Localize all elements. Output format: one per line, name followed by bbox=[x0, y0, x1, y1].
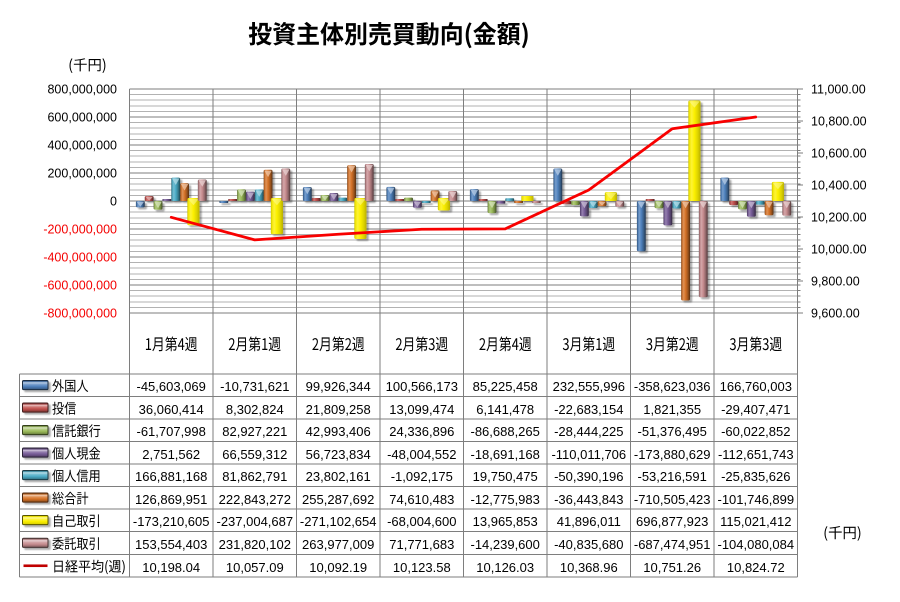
svg-text:10,600.00: 10,600.00 bbox=[811, 146, 867, 160]
svg-text:-51,376,495: -51,376,495 bbox=[637, 424, 706, 439]
svg-text:222,843,272: 222,843,272 bbox=[219, 492, 291, 507]
svg-text:6,141,478: 6,141,478 bbox=[476, 402, 534, 417]
svg-text:1,821,355: 1,821,355 bbox=[643, 402, 701, 417]
svg-text:0: 0 bbox=[110, 194, 117, 208]
svg-text:-25,835,626: -25,835,626 bbox=[721, 469, 790, 484]
svg-text:-173,880,629: -173,880,629 bbox=[634, 447, 711, 462]
svg-text:36,060,414: 36,060,414 bbox=[139, 402, 204, 417]
svg-text:74,610,483: 74,610,483 bbox=[389, 492, 454, 507]
svg-text:-10,731,621: -10,731,621 bbox=[220, 379, 289, 394]
svg-text:-12,775,983: -12,775,983 bbox=[470, 492, 539, 507]
svg-text:66,559,312: 66,559,312 bbox=[222, 447, 287, 462]
svg-text:-1,092,175: -1,092,175 bbox=[391, 469, 453, 484]
svg-text:10,200.00: 10,200.00 bbox=[811, 210, 867, 224]
svg-text:-53,216,591: -53,216,591 bbox=[637, 469, 706, 484]
svg-text:-101,746,899: -101,746,899 bbox=[717, 492, 794, 507]
svg-text:263,977,009: 263,977,009 bbox=[302, 537, 374, 552]
svg-text:-50,390,196: -50,390,196 bbox=[554, 469, 623, 484]
svg-text:-112,651,743: -112,651,743 bbox=[718, 447, 794, 462]
svg-text:231,820,102: 231,820,102 bbox=[219, 537, 291, 552]
svg-text:153,554,403: 153,554,403 bbox=[135, 537, 207, 552]
svg-text:19,750,475: 19,750,475 bbox=[473, 469, 538, 484]
svg-text:-271,102,654: -271,102,654 bbox=[300, 514, 377, 529]
svg-text:-28,444,225: -28,444,225 bbox=[554, 424, 623, 439]
svg-text:10,057.09: 10,057.09 bbox=[226, 560, 284, 575]
svg-text:-400,000,000: -400,000,000 bbox=[43, 250, 117, 264]
svg-text:85,225,458: 85,225,458 bbox=[473, 379, 538, 394]
svg-text:115,021,412: 115,021,412 bbox=[720, 514, 791, 529]
svg-text:10,400.00: 10,400.00 bbox=[811, 178, 867, 192]
svg-text:10,092.19: 10,092.19 bbox=[309, 560, 367, 575]
svg-text:696,877,923: 696,877,923 bbox=[636, 514, 708, 529]
svg-text:-40,835,680: -40,835,680 bbox=[554, 537, 623, 552]
svg-text:10,751.26: 10,751.26 bbox=[643, 560, 701, 575]
svg-text:-36,443,843: -36,443,843 bbox=[554, 492, 623, 507]
svg-text:23,802,161: 23,802,161 bbox=[306, 469, 371, 484]
svg-text:24,336,896: 24,336,896 bbox=[389, 424, 454, 439]
svg-text:600,000,000: 600,000,000 bbox=[47, 110, 117, 124]
svg-text:-173,210,605: -173,210,605 bbox=[133, 514, 210, 529]
svg-text:100,566,173: 100,566,173 bbox=[386, 379, 458, 394]
svg-text:-104,080,084: -104,080,084 bbox=[717, 537, 794, 552]
svg-text:10,800.00: 10,800.00 bbox=[811, 114, 867, 128]
svg-text:81,862,791: 81,862,791 bbox=[222, 469, 287, 484]
svg-text:-200,000,000: -200,000,000 bbox=[43, 222, 117, 236]
svg-text:10,824.72: 10,824.72 bbox=[727, 560, 785, 575]
svg-text:9,800.00: 9,800.00 bbox=[811, 274, 860, 288]
svg-text:-800,000,000: -800,000,000 bbox=[43, 306, 117, 320]
svg-text:10,126.03: 10,126.03 bbox=[476, 560, 534, 575]
svg-text:42,993,406: 42,993,406 bbox=[306, 424, 371, 439]
svg-text:-48,004,552: -48,004,552 bbox=[387, 447, 456, 462]
svg-text:200,000,000: 200,000,000 bbox=[47, 166, 117, 180]
svg-text:13,965,853: 13,965,853 bbox=[473, 514, 538, 529]
svg-text:71,771,683: 71,771,683 bbox=[389, 537, 454, 552]
svg-text:-710,505,423: -710,505,423 bbox=[634, 492, 711, 507]
svg-text:-86,688,265: -86,688,265 bbox=[470, 424, 539, 439]
svg-text:-61,707,998: -61,707,998 bbox=[136, 424, 205, 439]
svg-text:41,896,011: 41,896,011 bbox=[557, 514, 621, 529]
svg-text:10,198.04: 10,198.04 bbox=[142, 560, 200, 575]
svg-text:-60,022,852: -60,022,852 bbox=[721, 424, 790, 439]
svg-text:56,723,834: 56,723,834 bbox=[306, 447, 371, 462]
svg-text:232,555,996: 232,555,996 bbox=[553, 379, 625, 394]
svg-text:10,000.00: 10,000.00 bbox=[811, 242, 867, 256]
svg-text:2,751,562: 2,751,562 bbox=[142, 447, 200, 462]
svg-text:-18,691,168: -18,691,168 bbox=[470, 447, 539, 462]
svg-text:800,000,000: 800,000,000 bbox=[47, 82, 117, 96]
svg-text:-14,239,600: -14,239,600 bbox=[470, 537, 539, 552]
svg-text:8,302,824: 8,302,824 bbox=[226, 402, 284, 417]
svg-text:400,000,000: 400,000,000 bbox=[47, 138, 117, 152]
svg-text:21,809,258: 21,809,258 bbox=[306, 402, 371, 417]
svg-text:255,287,692: 255,287,692 bbox=[302, 492, 374, 507]
svg-text:11,000.00: 11,000.00 bbox=[811, 82, 866, 96]
svg-text:13,099,474: 13,099,474 bbox=[389, 402, 454, 417]
svg-text:-45,603,069: -45,603,069 bbox=[136, 379, 205, 394]
svg-text:82,927,221: 82,927,221 bbox=[222, 424, 287, 439]
svg-text:166,881,168: 166,881,168 bbox=[135, 469, 207, 484]
svg-text:126,869,951: 126,869,951 bbox=[135, 492, 207, 507]
svg-text:-29,407,471: -29,407,471 bbox=[721, 402, 790, 417]
svg-text:166,760,003: 166,760,003 bbox=[720, 379, 792, 394]
svg-text:-358,623,036: -358,623,036 bbox=[634, 379, 711, 394]
svg-text:99,926,344: 99,926,344 bbox=[306, 379, 371, 394]
svg-text:10,368.96: 10,368.96 bbox=[560, 560, 618, 575]
svg-text:-68,004,600: -68,004,600 bbox=[387, 514, 456, 529]
svg-text:9,600.00: 9,600.00 bbox=[811, 306, 860, 320]
svg-text:10,123.58: 10,123.58 bbox=[393, 560, 451, 575]
svg-text:-600,000,000: -600,000,000 bbox=[43, 278, 117, 292]
svg-text:-687,474,951: -687,474,951 bbox=[634, 537, 711, 552]
svg-text:-22,683,154: -22,683,154 bbox=[554, 402, 623, 417]
svg-text:-110,011,706: -110,011,706 bbox=[551, 447, 626, 462]
svg-text:-237,004,687: -237,004,687 bbox=[216, 514, 293, 529]
